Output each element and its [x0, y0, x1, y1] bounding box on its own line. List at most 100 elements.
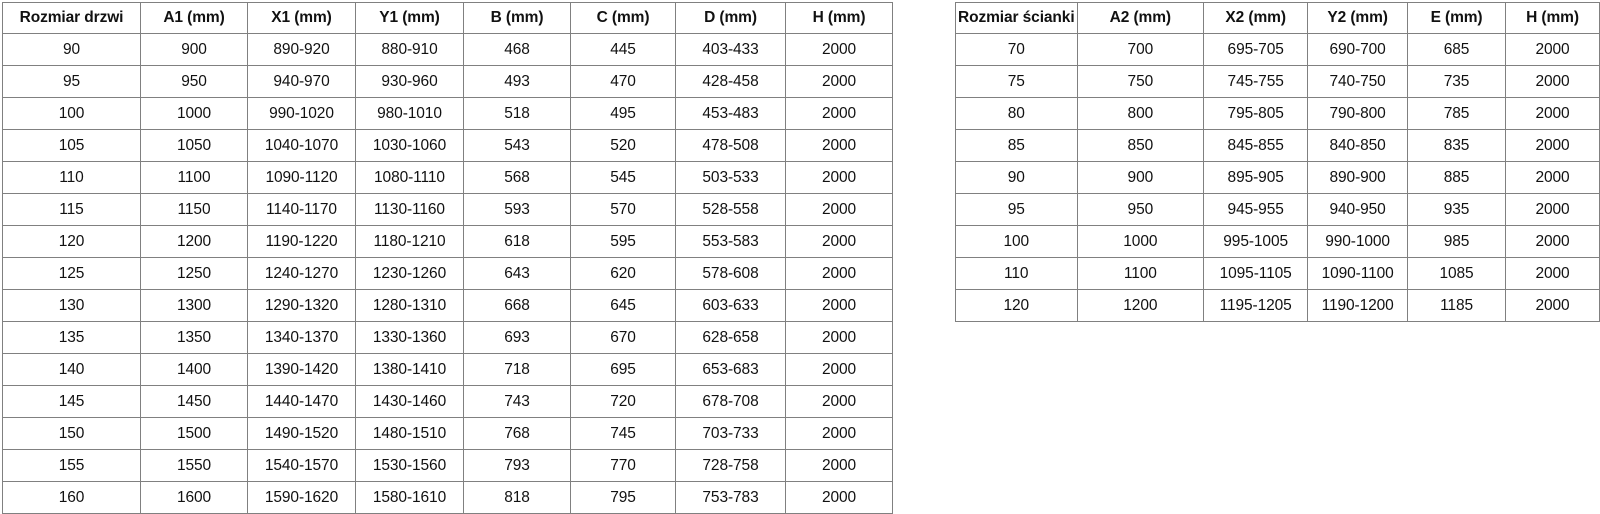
table-cell: 793	[463, 449, 571, 482]
table-cell: 1095-1105	[1203, 257, 1309, 290]
wall-size-table: Rozmiar ścianki A2 (mm) X2 (mm) Y2 (mm) E (m…	[955, 2, 1600, 322]
table-cell: 2000	[1504, 257, 1600, 290]
table-cell: 95	[955, 193, 1078, 226]
table-cell: 1150	[140, 193, 248, 226]
table-cell: 1000	[140, 97, 248, 130]
table-cell: 568	[463, 161, 571, 194]
table-row: 95 950 945-955 940-950 935 2000	[955, 193, 1600, 226]
column-header: Rozmiar drzwi	[2, 2, 141, 34]
table-cell: 720	[570, 385, 676, 418]
table-cell: 678-708	[675, 385, 786, 418]
table-cell: 160	[2, 481, 141, 514]
table-cell: 495	[570, 97, 676, 130]
table-cell: 1200	[140, 225, 248, 258]
table-cell: 2000	[785, 321, 893, 354]
table-cell: 950	[140, 65, 248, 98]
table-cell: 620	[570, 257, 676, 290]
table-row: 105 1050 1040-1070 1030-1060 543 520 478-508 20…	[2, 129, 893, 162]
table-cell: 110	[955, 257, 1078, 290]
table-cell: 1440-1470	[247, 385, 356, 418]
table-cell: 628-658	[675, 321, 786, 354]
table-cell: 155	[2, 449, 141, 482]
table-cell: 603-633	[675, 289, 786, 322]
table-cell: 145	[2, 385, 141, 418]
table-cell: 403-433	[675, 33, 786, 66]
table-cell: 518	[463, 97, 571, 130]
table-cell: 740-750	[1307, 65, 1409, 98]
table-cell: 2000	[1504, 129, 1600, 162]
table-cell: 785	[1407, 97, 1506, 130]
table-cell: 1480-1510	[355, 417, 464, 450]
column-header: C (mm)	[570, 2, 676, 34]
table-cell: 135	[2, 321, 141, 354]
table-cell: 795	[570, 481, 676, 514]
table-cell: 493	[463, 65, 571, 98]
table-cell: 930-960	[355, 65, 464, 98]
door-size-table: Rozmiar drzwi A1 (mm) X1 (mm) Y1 (mm) B (mm)…	[2, 2, 893, 514]
table-cell: 90	[2, 33, 141, 66]
table-cell: 735	[1407, 65, 1506, 98]
table-cell: 95	[2, 65, 141, 98]
table-cell: 743	[463, 385, 571, 418]
table-cell: 880-910	[355, 33, 464, 66]
table-cell: 2000	[785, 385, 893, 418]
table-cell: 1100	[140, 161, 248, 194]
table-cell: 1200	[1076, 289, 1205, 322]
table-cell: 1230-1260	[355, 257, 464, 290]
table-cell: 840-850	[1307, 129, 1409, 162]
table-cell: 1190-1220	[247, 225, 356, 258]
table-cell: 90	[955, 161, 1078, 194]
table-cell: 1450	[140, 385, 248, 418]
table-cell: 1340-1370	[247, 321, 356, 354]
table-cell: 120	[2, 225, 141, 258]
table-cell: 1030-1060	[355, 129, 464, 162]
table-cell: 110	[2, 161, 141, 194]
table-row: 110 1100 1090-1120 1080-1110 568 545 503-533 20…	[2, 161, 893, 194]
table-cell: 1090-1120	[247, 161, 356, 194]
column-header: H (mm)	[1504, 2, 1600, 34]
table-row: 135 1350 1340-1370 1330-1360 693 670 628-658 20…	[2, 321, 893, 354]
table-cell: 2000	[785, 193, 893, 226]
table-cell: 2000	[785, 449, 893, 482]
table-cell: 1250	[140, 257, 248, 290]
table-cell: 990-1000	[1307, 225, 1409, 258]
table-cell: 570	[570, 193, 676, 226]
table-cell: 2000	[1504, 289, 1600, 322]
table-cell: 1050	[140, 129, 248, 162]
table-cell: 445	[570, 33, 676, 66]
table-cell: 745	[570, 417, 676, 450]
table-cell: 1280-1310	[355, 289, 464, 322]
table-cell: 545	[570, 161, 676, 194]
table-cell: 1540-1570	[247, 449, 356, 482]
table-cell: 990-1020	[247, 97, 356, 130]
table-cell: 2000	[785, 225, 893, 258]
table-cell: 1430-1460	[355, 385, 464, 418]
table-row: 115 1150 1140-1170 1130-1160 593 570 528-558 20…	[2, 193, 893, 226]
table-cell: 940-950	[1307, 193, 1409, 226]
table-cell: 850	[1076, 129, 1205, 162]
table-cell: 1380-1410	[355, 353, 464, 386]
table-row: 145 1450 1440-1470 1430-1460 743 720 678-708 20…	[2, 385, 893, 418]
table-row: 100 1000 995-1005 990-1000 985 2000	[955, 225, 1600, 258]
table-cell: 2000	[785, 129, 893, 162]
table-cell: 80	[955, 97, 1078, 130]
table-cell: 790-800	[1307, 97, 1409, 130]
table-cell: 2000	[785, 289, 893, 322]
table-cell: 428-458	[675, 65, 786, 98]
table-cell: 593	[463, 193, 571, 226]
table-cell: 2000	[1504, 65, 1600, 98]
table-cell: 950	[1076, 193, 1205, 226]
table-cell: 695	[570, 353, 676, 386]
table-cell: 900	[140, 33, 248, 66]
table-cell: 468	[463, 33, 571, 66]
table-cell: 1000	[1076, 225, 1205, 258]
table-cell: 105	[2, 129, 141, 162]
table-cell: 653-683	[675, 353, 786, 386]
table-cell: 125	[2, 257, 141, 290]
table-header-row: Rozmiar drzwi A1 (mm) X1 (mm) Y1 (mm) B (mm)…	[2, 2, 893, 34]
table-row: 125 1250 1240-1270 1230-1260 643 620 578-608 20…	[2, 257, 893, 290]
column-header: A2 (mm)	[1076, 2, 1205, 34]
column-header: A1 (mm)	[140, 2, 248, 34]
table-cell: 150	[2, 417, 141, 450]
table-row: 95 950 940-970 930-960 493 470 428-458 2000	[2, 65, 893, 98]
